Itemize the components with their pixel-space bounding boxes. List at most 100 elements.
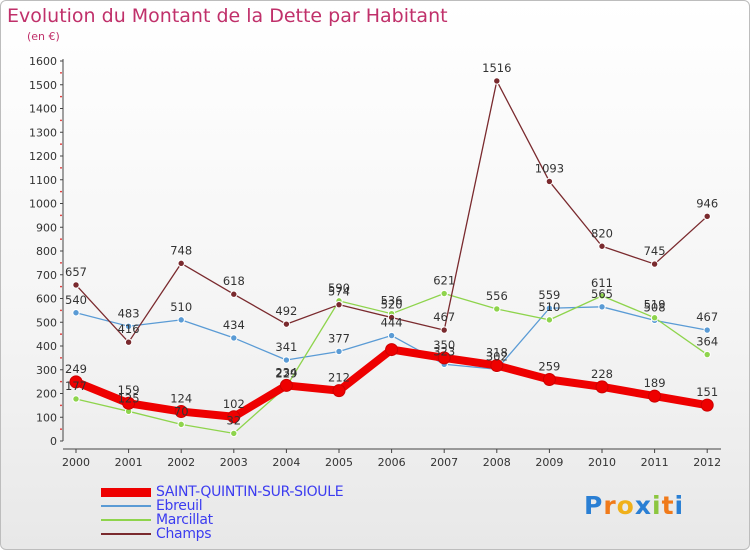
data-label: 341 <box>275 340 297 354</box>
data-label: 820 <box>591 226 613 240</box>
data-point <box>177 316 185 324</box>
legend-label: Champs <box>156 526 212 542</box>
data-point <box>387 331 396 340</box>
data-label: 177 <box>65 379 87 393</box>
data-labels: 249 159 124 102 234 212 350 318 259 228 189 151 540 4… <box>65 61 718 427</box>
axes: 0 100 200 300 400 500 600 700 800 900 1000 1100 1200… <box>29 55 721 469</box>
y-minor-tick <box>60 356 62 359</box>
data-point <box>69 375 83 389</box>
data-label: 377 <box>328 331 350 345</box>
y-tick-label: 200 <box>36 388 57 401</box>
data-point <box>385 343 399 357</box>
data-label: 249 <box>65 362 87 376</box>
y-tick-label: 800 <box>36 245 57 258</box>
data-point <box>124 322 133 330</box>
data-point <box>177 420 185 429</box>
data-label: 559 <box>538 288 560 302</box>
data-label: 745 <box>644 244 666 258</box>
data-label: 234 <box>275 365 297 379</box>
data-point <box>177 259 185 268</box>
proxiti-logo: Proxiti <box>584 491 684 520</box>
data-label: 124 <box>170 392 192 406</box>
data-point <box>700 398 714 412</box>
legend-item: Champs <box>101 526 343 542</box>
series-line-saint-quintin-sur-sioule <box>74 345 708 421</box>
x-tick-label: 2012 <box>693 456 721 469</box>
data-label: 483 <box>118 306 140 320</box>
data-label: 444 <box>381 316 403 330</box>
data-label: 159 <box>118 383 140 397</box>
data-point <box>282 356 291 364</box>
x-tick-label: 2011 <box>641 456 669 469</box>
data-point <box>437 351 451 365</box>
x-tick-label: 2003 <box>220 456 248 469</box>
y-tick-label: 700 <box>36 269 57 282</box>
data-point <box>650 260 659 268</box>
data-point <box>648 389 662 403</box>
y-minor-tick <box>60 238 62 241</box>
data-label: 590 <box>328 281 350 295</box>
y-tick-label: 100 <box>36 411 57 424</box>
data-point <box>72 395 80 403</box>
data-point <box>598 303 606 311</box>
data-point <box>122 396 136 410</box>
data-label: 1093 <box>535 161 564 175</box>
data-point <box>440 289 448 298</box>
y-tick-label: 900 <box>36 221 57 234</box>
data-point <box>542 372 556 386</box>
x-tick-label: 2002 <box>167 456 195 469</box>
y-minor-tick <box>60 119 62 122</box>
legend-label: Ebreuil <box>156 498 203 514</box>
y-tick-label: 1500 <box>29 79 57 92</box>
data-point <box>387 313 396 322</box>
data-label: 364 <box>696 335 718 349</box>
legend-swatch <box>101 533 151 535</box>
data-label: 228 <box>591 367 613 381</box>
y-tick-label: 1000 <box>29 198 57 211</box>
x-tick-label: 2009 <box>535 456 563 469</box>
data-label: 510 <box>538 300 560 314</box>
data-label: 565 <box>591 287 613 301</box>
y-tick-label: 1600 <box>29 55 57 68</box>
logo-letter: P <box>584 491 604 520</box>
data-point <box>335 300 343 309</box>
x-tick-label: 2008 <box>483 456 511 469</box>
data-label: 32 <box>226 413 241 427</box>
data-label: 748 <box>170 243 192 257</box>
data-point <box>332 384 346 398</box>
data-label: 618 <box>223 274 245 288</box>
data-label: 611 <box>591 276 613 290</box>
y-minor-tick <box>60 71 62 74</box>
data-label: 229 <box>275 367 297 381</box>
y-minor-tick <box>60 95 62 98</box>
y-minor-tick <box>60 166 62 169</box>
y-tick-label: 400 <box>36 340 57 353</box>
data-point <box>279 378 293 392</box>
data-point <box>72 309 80 317</box>
data-point <box>545 316 554 324</box>
data-point <box>72 281 80 289</box>
data-point <box>230 429 238 438</box>
data-point <box>598 292 606 300</box>
data-label: 657 <box>65 265 87 279</box>
legend-item: SAINT-QUINTIN-SUR-SIOULE <box>101 484 344 500</box>
data-point <box>174 405 188 419</box>
data-label: 510 <box>170 300 192 314</box>
legend-label: SAINT-QUINTIN-SUR-SIOULE <box>156 484 344 500</box>
data-label: 70 <box>174 404 189 418</box>
x-tick-label: 2006 <box>378 456 406 469</box>
y-tick-label: 1400 <box>29 103 57 116</box>
data-point <box>595 380 609 394</box>
data-label: 416 <box>118 322 140 336</box>
y-minor-tick <box>60 261 62 264</box>
data-label: 434 <box>223 318 245 332</box>
data-label: 520 <box>381 298 403 312</box>
data-label: 189 <box>644 376 666 390</box>
data-label: 946 <box>696 196 718 210</box>
data-point <box>545 304 554 312</box>
legend-swatch <box>101 505 151 507</box>
data-point <box>335 347 343 356</box>
data-point <box>650 314 659 322</box>
legend-item: Marcillat <box>101 512 343 528</box>
